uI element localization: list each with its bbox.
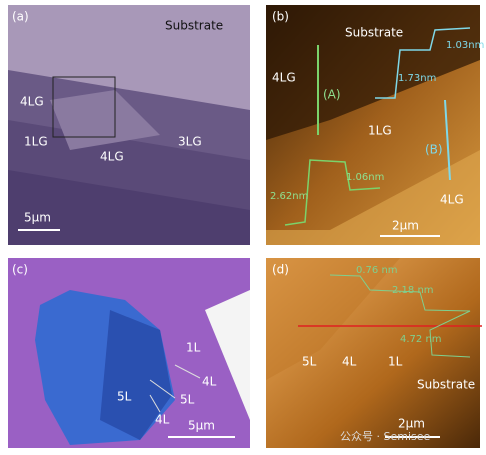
label: 1L: [186, 341, 201, 355]
panel-c: [8, 258, 250, 448]
scale-bar-label: 2μm: [392, 219, 419, 233]
panel-label: (d): [272, 263, 289, 277]
label: 1LG: [368, 124, 392, 138]
scale-bar-label: 5μm: [188, 419, 215, 433]
label: 4LG: [440, 193, 464, 207]
step-height: 2.62nm: [270, 191, 308, 202]
label: 5L: [180, 393, 195, 407]
label: 4L: [342, 355, 357, 369]
label: 4L: [155, 413, 170, 427]
label: (B): [425, 143, 443, 157]
label: 4LG: [100, 150, 124, 164]
panel-b: [266, 5, 480, 245]
label: 1L: [388, 355, 403, 369]
scale-bar-label: 5μm: [24, 211, 51, 225]
panel-d: [266, 258, 482, 448]
label: 4L: [202, 375, 217, 389]
label: 5L: [117, 390, 132, 404]
step-height: 2.18 nm: [392, 285, 434, 296]
labels: (a) Substrate 4LG 1LG 4LG 3LG 5μm (b) Su…: [12, 10, 484, 444]
step-height: 1.06nm: [346, 172, 384, 183]
label: Substrate: [417, 378, 475, 392]
panel-label: (a): [12, 10, 29, 24]
watermark: 公众号 · Semisee: [340, 430, 431, 443]
step-height: 4.72 nm: [400, 334, 442, 345]
step-height: 0.76 nm: [356, 265, 398, 276]
panel-label: (b): [272, 10, 289, 24]
step-height: 1.03nm: [446, 40, 484, 51]
scale-bar-label: 2μm: [398, 417, 425, 431]
label: Substrate: [165, 19, 223, 33]
label: (A): [323, 88, 341, 102]
step-height: 1.73nm: [398, 73, 436, 84]
panel-label: (c): [12, 263, 28, 277]
label: 4LG: [272, 71, 296, 85]
label: Substrate: [345, 26, 403, 40]
label: 5L: [302, 355, 317, 369]
panel-a: [8, 5, 250, 245]
label: 3LG: [178, 135, 202, 149]
label: 1LG: [24, 135, 48, 149]
label: 4LG: [20, 95, 44, 109]
